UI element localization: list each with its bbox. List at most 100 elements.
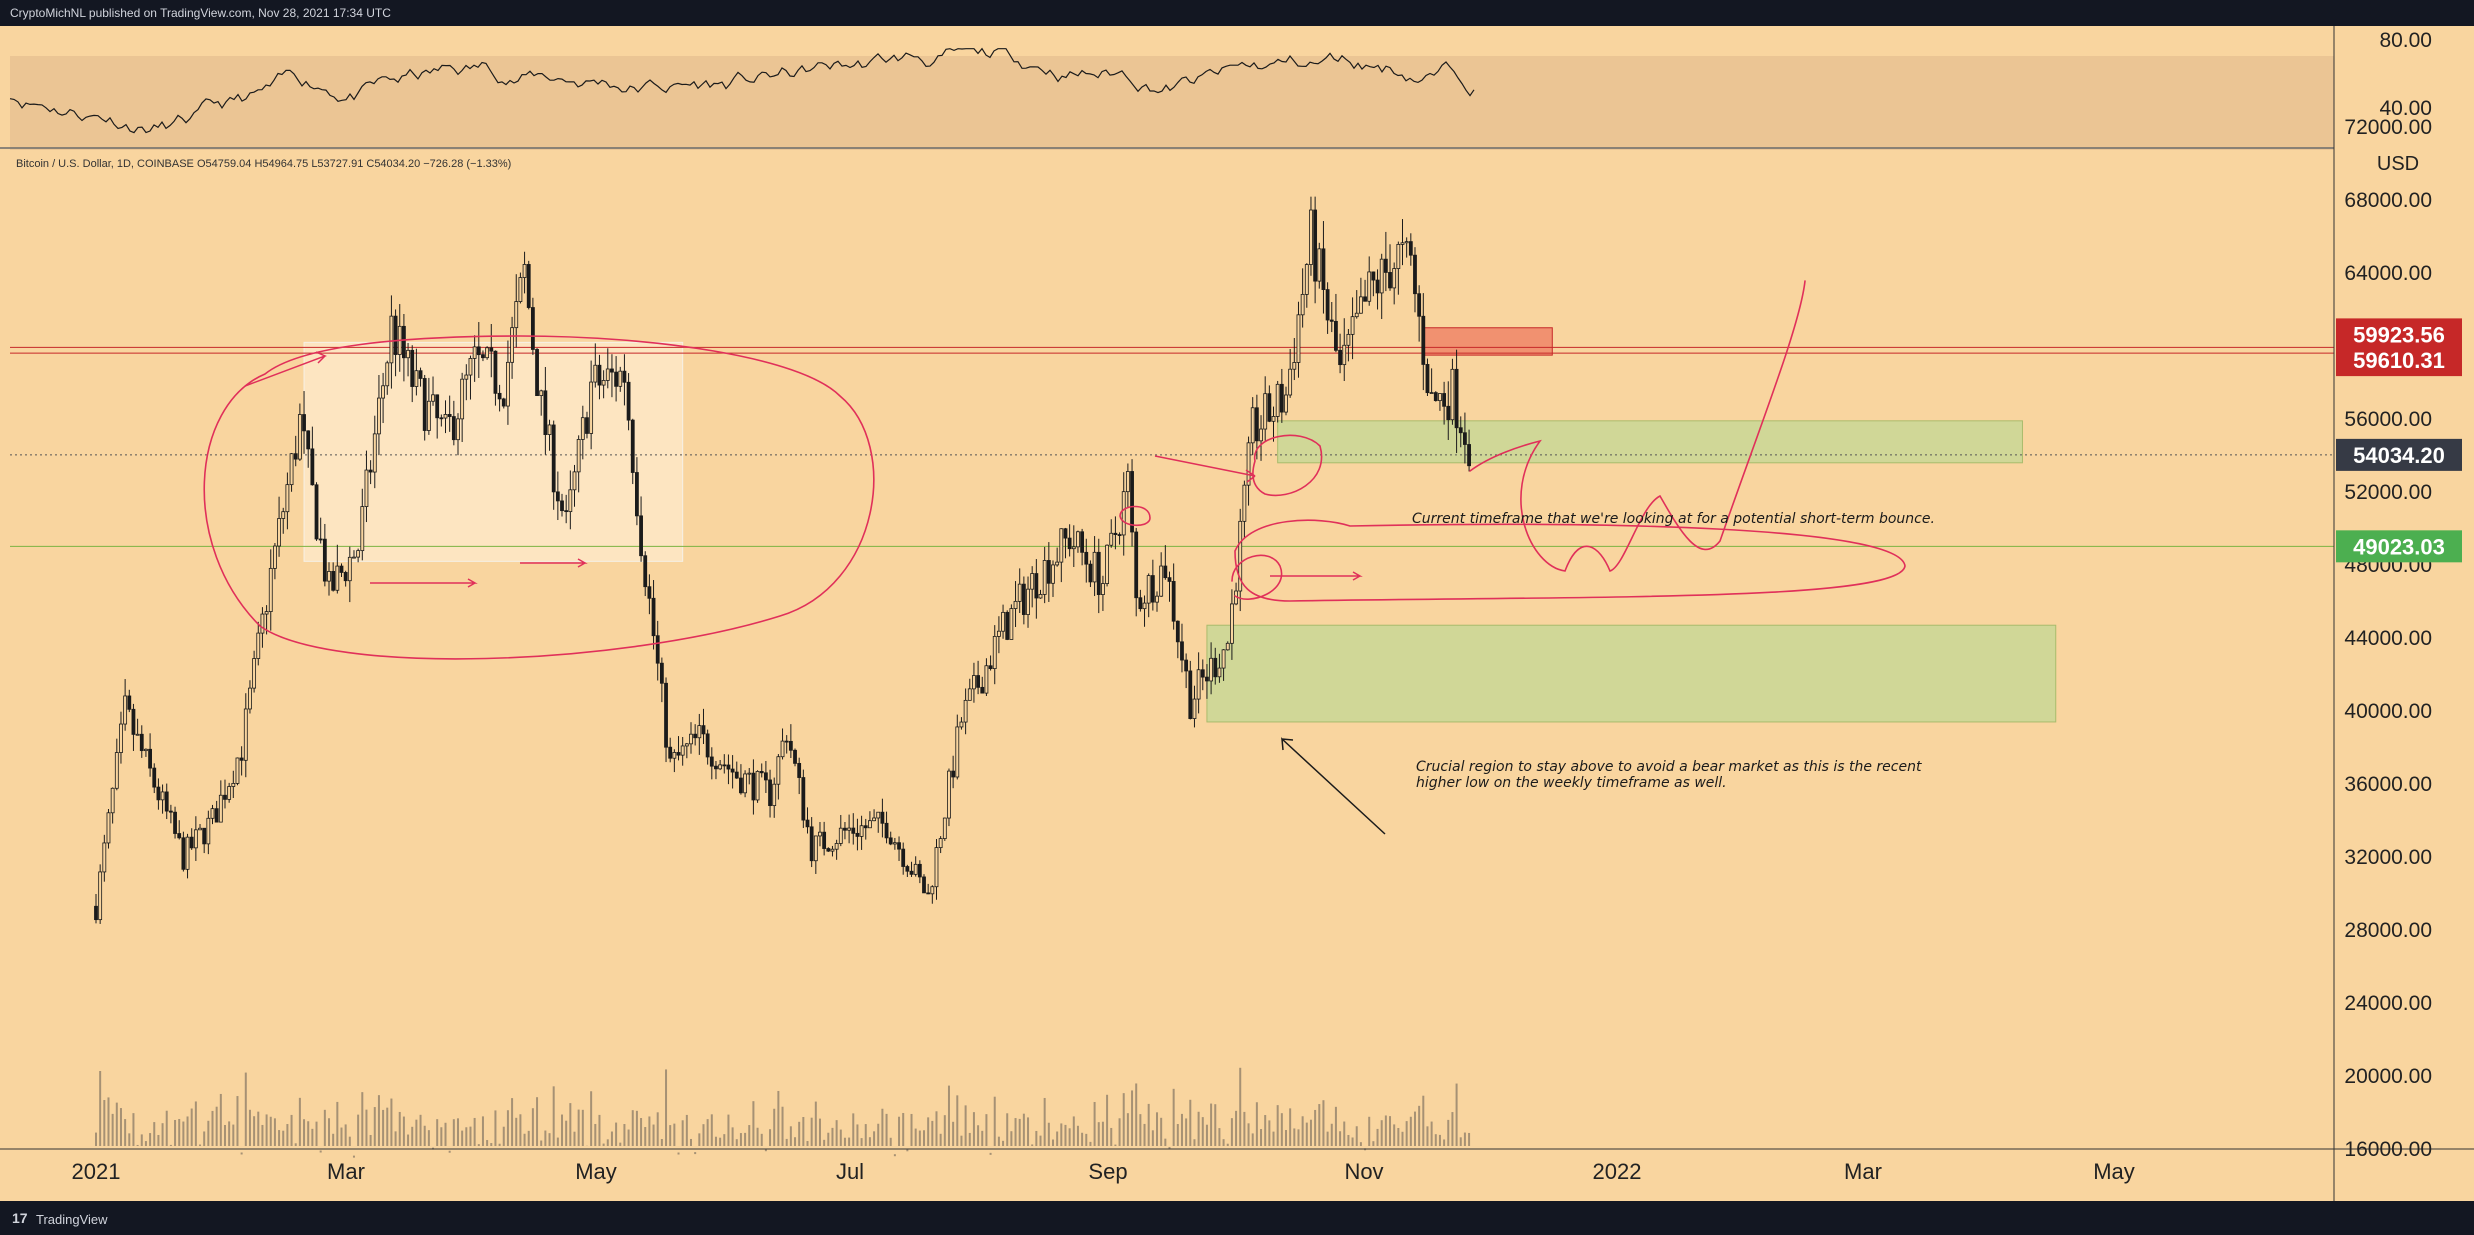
annotation-arrow-4 (1270, 571, 1363, 581)
volume-bar (1409, 1116, 1412, 1146)
candle-body (1404, 241, 1409, 244)
volume-bar (390, 1098, 393, 1146)
candle-body (435, 394, 440, 419)
candle-body (818, 831, 822, 837)
volume-bar (1068, 1128, 1071, 1146)
candle-body (1467, 444, 1471, 467)
tradingview-logo-icon[interactable]: 17 (12, 1210, 28, 1226)
volume-bar (1031, 1144, 1034, 1146)
annotation-curve-0 (203, 335, 875, 660)
candle-body (560, 500, 564, 512)
volume-bar (610, 1131, 613, 1146)
volume-bar (261, 1124, 264, 1146)
volume-bar (648, 1116, 651, 1146)
candle-body (843, 827, 847, 831)
volume-bar (506, 1110, 509, 1146)
candle-body (834, 843, 839, 850)
candle-body (1309, 209, 1313, 265)
volume-bar (544, 1130, 547, 1146)
candle-body (310, 448, 315, 486)
volume-bar (95, 1132, 97, 1146)
price-chart[interactable]: Current timeframe that we're looking at … (0, 26, 2474, 1201)
volume-bar (773, 1108, 776, 1146)
y-tick-label: 32000.00 (2344, 846, 2432, 869)
volume-bar (644, 1127, 647, 1146)
candle-body (1325, 289, 1330, 321)
volume-bar (673, 1123, 676, 1146)
candle-body (1304, 264, 1309, 295)
candle-body (1125, 471, 1130, 493)
candle-body (576, 439, 581, 473)
candle-body (177, 833, 182, 839)
candle-body (1425, 364, 1430, 394)
candle-body (468, 358, 473, 376)
candle-body (539, 390, 544, 397)
volume-bar (702, 1124, 705, 1146)
candle-body (1367, 271, 1372, 302)
candle-body (1354, 312, 1359, 318)
candle-body (684, 743, 689, 747)
candle-body (1238, 520, 1243, 592)
x-tick-label: Mar (327, 1159, 365, 1184)
volume-bar (1372, 1141, 1375, 1146)
candle-body (776, 756, 781, 785)
candle-body (156, 786, 161, 801)
volume-bar (744, 1132, 747, 1146)
volume-bar (423, 1125, 426, 1146)
volume-bar (382, 1109, 385, 1146)
y-tick-label: 28000.00 (2344, 919, 2432, 942)
candle-body (1046, 560, 1051, 584)
volume-bar (465, 1127, 468, 1146)
candle-body (888, 837, 893, 845)
volume-bar (943, 1115, 946, 1146)
volume-bar (1164, 1138, 1167, 1146)
volume-bars (95, 1067, 1471, 1158)
volume-bar (240, 1152, 243, 1155)
candle-body (152, 767, 157, 788)
volume-bar (752, 1101, 755, 1146)
volume-bar (448, 1150, 451, 1153)
volume-bar (893, 1154, 896, 1157)
candle-body (360, 506, 365, 552)
candle-body (1284, 394, 1288, 413)
volume-bar (311, 1128, 314, 1146)
chart-area[interactable]: Current timeframe that we're looking at … (0, 26, 2474, 1201)
volume-bar (1389, 1116, 1392, 1146)
candle-body (1138, 597, 1143, 610)
candle-body (1084, 551, 1089, 565)
volume-bar (1468, 1132, 1471, 1146)
volume-bar (1230, 1118, 1233, 1146)
volume-bar (1047, 1122, 1050, 1146)
candle-body (1200, 669, 1205, 678)
volume-bar (144, 1141, 147, 1146)
currency-label: USD (2377, 153, 2419, 175)
x-tick-label: May (575, 1159, 617, 1184)
candle-body (1413, 254, 1417, 295)
candle-body (601, 380, 606, 386)
tradingview-brand[interactable]: TradingView (36, 1212, 108, 1227)
candle-body (352, 556, 356, 559)
volume-bar (923, 1130, 926, 1146)
candle-body (555, 491, 560, 502)
volume-bar (561, 1114, 564, 1146)
candle-body (1313, 209, 1318, 282)
volume-bar (1326, 1131, 1329, 1146)
volume-bar (1426, 1126, 1429, 1146)
candle-body (1338, 349, 1342, 366)
candle-body (1213, 657, 1218, 678)
candle-body (951, 770, 956, 778)
volume-bar (527, 1130, 530, 1146)
candle-body (1205, 676, 1209, 682)
volume-bar (1022, 1113, 1025, 1146)
volume-bar (1301, 1116, 1304, 1146)
candle-body (1454, 368, 1459, 429)
candle-body (622, 370, 627, 383)
volume-bar (1060, 1123, 1063, 1146)
candle-body (972, 675, 976, 690)
candle-body (630, 419, 635, 473)
candle-body (1001, 611, 1005, 632)
volume-bar (1076, 1125, 1079, 1146)
volume-bar (960, 1135, 963, 1146)
candle-body (639, 515, 643, 557)
price-label-current: 54034.20 (2353, 443, 2445, 468)
